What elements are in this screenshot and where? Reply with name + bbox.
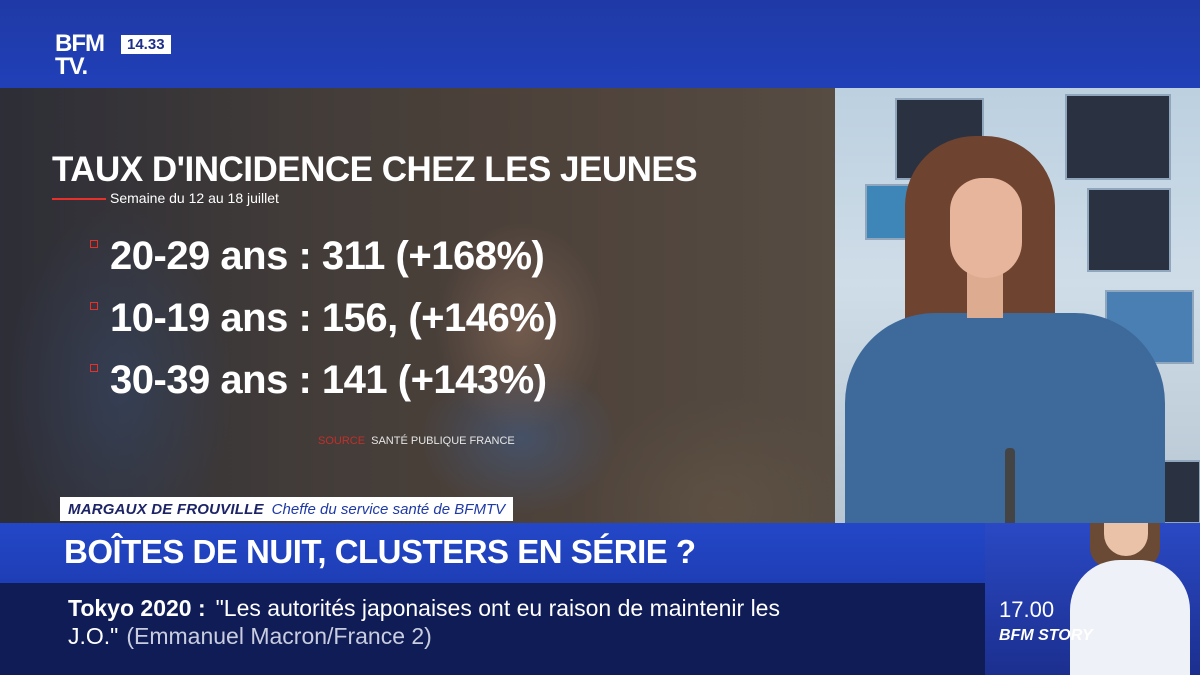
promo-host-photo — [1070, 523, 1190, 675]
bullet-square-icon — [90, 364, 98, 372]
studio-screen — [1087, 188, 1171, 272]
speaker-role: Cheffe du service santé de BFMTV — [271, 500, 506, 518]
logo-line-1: BFM — [55, 30, 105, 57]
background-photo-overlay — [0, 88, 835, 523]
incidence-row-text: 10-19 ans : 156, (+146%) — [110, 296, 558, 340]
ticker-quote-line-2: J.O." — [68, 623, 119, 649]
bullet-square-icon — [90, 302, 98, 310]
title-accent-rule — [52, 198, 106, 200]
logo-line-2: TV. — [55, 53, 88, 80]
channel-logo: BFM TV. — [55, 30, 105, 80]
headline-text: BOÎTES DE NUIT, CLUSTERS EN SÉRIE ? — [64, 533, 696, 570]
bullet-square-icon — [90, 240, 98, 248]
graphic-subtitle: Semaine du 12 au 18 juillet — [110, 190, 279, 206]
next-show-promo: 17.00 BFM STORY — [985, 523, 1200, 675]
source-credit: SOURCE SANTÉ PUBLIQUE FRANCE — [318, 435, 515, 447]
source-text: SANTÉ PUBLIQUE FRANCE — [371, 435, 515, 447]
ticker-line-1: Tokyo 2020 : "Les autorités japonaises on… — [68, 595, 780, 622]
clock-badge: 14.33 — [121, 35, 171, 54]
speaker-name: MARGAUX DE FROUVILLE — [68, 500, 264, 518]
headline-bar — [0, 523, 985, 583]
graphic-title: TAUX D'INCIDENCE CHEZ LES JEUNES — [52, 150, 698, 189]
presenter-face — [950, 178, 1022, 278]
name-strap: MARGAUX DE FROUVILLE Cheffe du service s… — [60, 497, 514, 521]
promo-time: 17.00 — [999, 597, 1055, 622]
channel-top-bar — [0, 0, 1200, 88]
incidence-graphic-panel: TAUX D'INCIDENCE CHEZ LES JEUNES Semaine… — [0, 88, 835, 523]
incidence-row-text: 20-29 ans : 311 (+168%) — [110, 234, 545, 278]
studio-presenter-panel — [835, 88, 1200, 523]
ticker-topic: Tokyo 2020 : — [68, 595, 206, 621]
studio-screen — [1065, 94, 1171, 180]
source-label: SOURCE — [318, 435, 366, 447]
ticker-attribution: (Emmanuel Macron/France 2) — [126, 623, 432, 649]
ticker-quote-line-1: "Les autorités japonaises ont eu raison … — [215, 595, 780, 621]
incidence-row-text: 30-39 ans : 141 (+143%) — [110, 358, 547, 402]
microphone — [1005, 448, 1015, 523]
promo-show-name: BFM STORY — [999, 627, 1093, 644]
ticker-line-2: J.O." (Emmanuel Macron/France 2) — [68, 623, 432, 650]
promo-host-body — [1070, 560, 1190, 675]
news-ticker — [0, 583, 985, 675]
